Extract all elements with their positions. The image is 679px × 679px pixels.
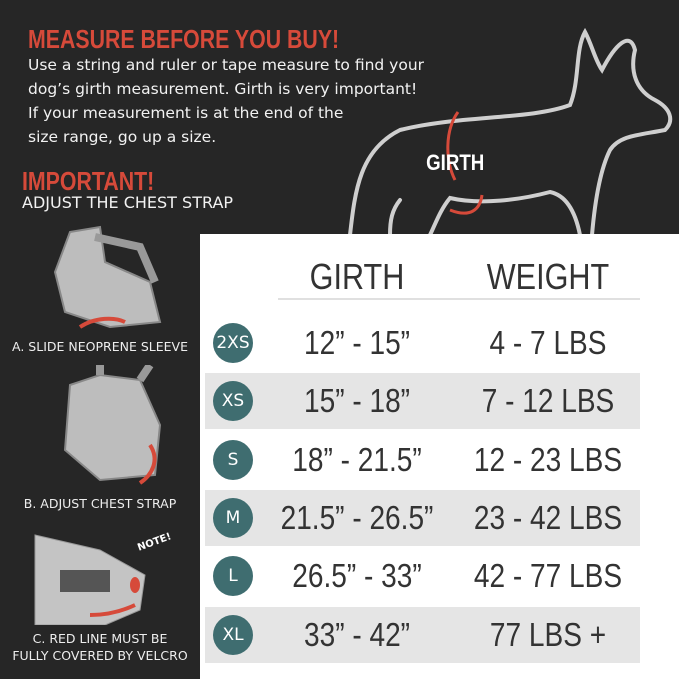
- girth-cell: 12” - 15”: [303, 324, 411, 361]
- size-badge: M: [213, 497, 253, 538]
- caption-line: FULLY COVERED BY VELCRO: [12, 648, 188, 663]
- weight-cell: 7 - 12 LBS: [481, 382, 615, 420]
- step-a-caption: A. SLIDE NEOPRENE SLEEVE: [12, 339, 188, 354]
- measure-title: MEASURE BEFORE YOU BUY!: [28, 24, 340, 54]
- harness-velcro-illustration: [34, 534, 146, 625]
- girth-cell: 15” - 18”: [303, 382, 411, 420]
- girth-cell: 26.5” - 33”: [292, 557, 422, 595]
- caption-line: C. RED LINE MUST BE: [32, 631, 168, 646]
- important-subtitle: ADJUST THE CHEST STRAP: [22, 193, 234, 212]
- weight-header: WEIGHT: [486, 256, 610, 297]
- table-row: M 21.5” - 26.5” 23 - 42 LBS: [205, 489, 640, 546]
- table-row: L 26.5” - 33” 42 - 77 LBS: [205, 548, 640, 604]
- intro-text: Use a string and ruler or tape measure t…: [28, 53, 498, 149]
- harness-sleeve-illustration: [53, 225, 162, 329]
- girth-cell: 18” - 21.5”: [292, 440, 422, 478]
- step-b-caption: B. ADJUST CHEST STRAP: [23, 496, 177, 511]
- harness-strap-illustration: [63, 365, 162, 485]
- girth-header: GIRTH: [309, 256, 405, 297]
- weight-cell: 77 LBS +: [489, 615, 607, 653]
- step-c-caption: C. RED LINE MUST BE FULLY COVERED BY VEL…: [0, 630, 200, 664]
- size-badge: S: [213, 439, 253, 480]
- size-badge: XL: [213, 614, 253, 655]
- intro-line: size range, go up a size.: [28, 128, 217, 146]
- intro-line: Use a string and ruler or tape measure t…: [28, 56, 425, 74]
- size-table: GIRTH WEIGHT 2XS 12” - 15” 4 - 7 LBS XS 1…: [200, 234, 679, 679]
- girth-cell: 21.5” - 26.5”: [280, 498, 434, 536]
- girth-label: GIRTH: [426, 150, 485, 175]
- table-row: XS 15” - 18” 7 - 12 LBS: [205, 373, 640, 430]
- important-title: IMPORTANT!: [22, 166, 155, 196]
- size-badge: XS: [213, 381, 253, 422]
- size-badge: 2XS: [213, 323, 253, 363]
- intro-line: dog’s girth measurement. Girth is very i…: [28, 80, 418, 98]
- intro-line: If your measurement is at the end of the: [28, 104, 344, 122]
- weight-cell: 12 - 23 LBS: [473, 440, 623, 478]
- table-row: S 18” - 21.5” 12 - 23 LBS: [205, 432, 640, 488]
- table-row: XL 33” - 42” 77 LBS +: [205, 606, 640, 663]
- weight-cell: 42 - 77 LBS: [473, 557, 623, 595]
- weight-cell: 4 - 7 LBS: [489, 324, 607, 361]
- table-row: 2XS 12” - 15” 4 - 7 LBS: [205, 315, 640, 371]
- dog-silhouette-icon: [348, 27, 673, 237]
- weight-cell: 23 - 42 LBS: [473, 498, 623, 536]
- size-badge: L: [213, 556, 253, 597]
- girth-cell: 33” - 42”: [303, 615, 411, 653]
- header-divider: [278, 298, 640, 300]
